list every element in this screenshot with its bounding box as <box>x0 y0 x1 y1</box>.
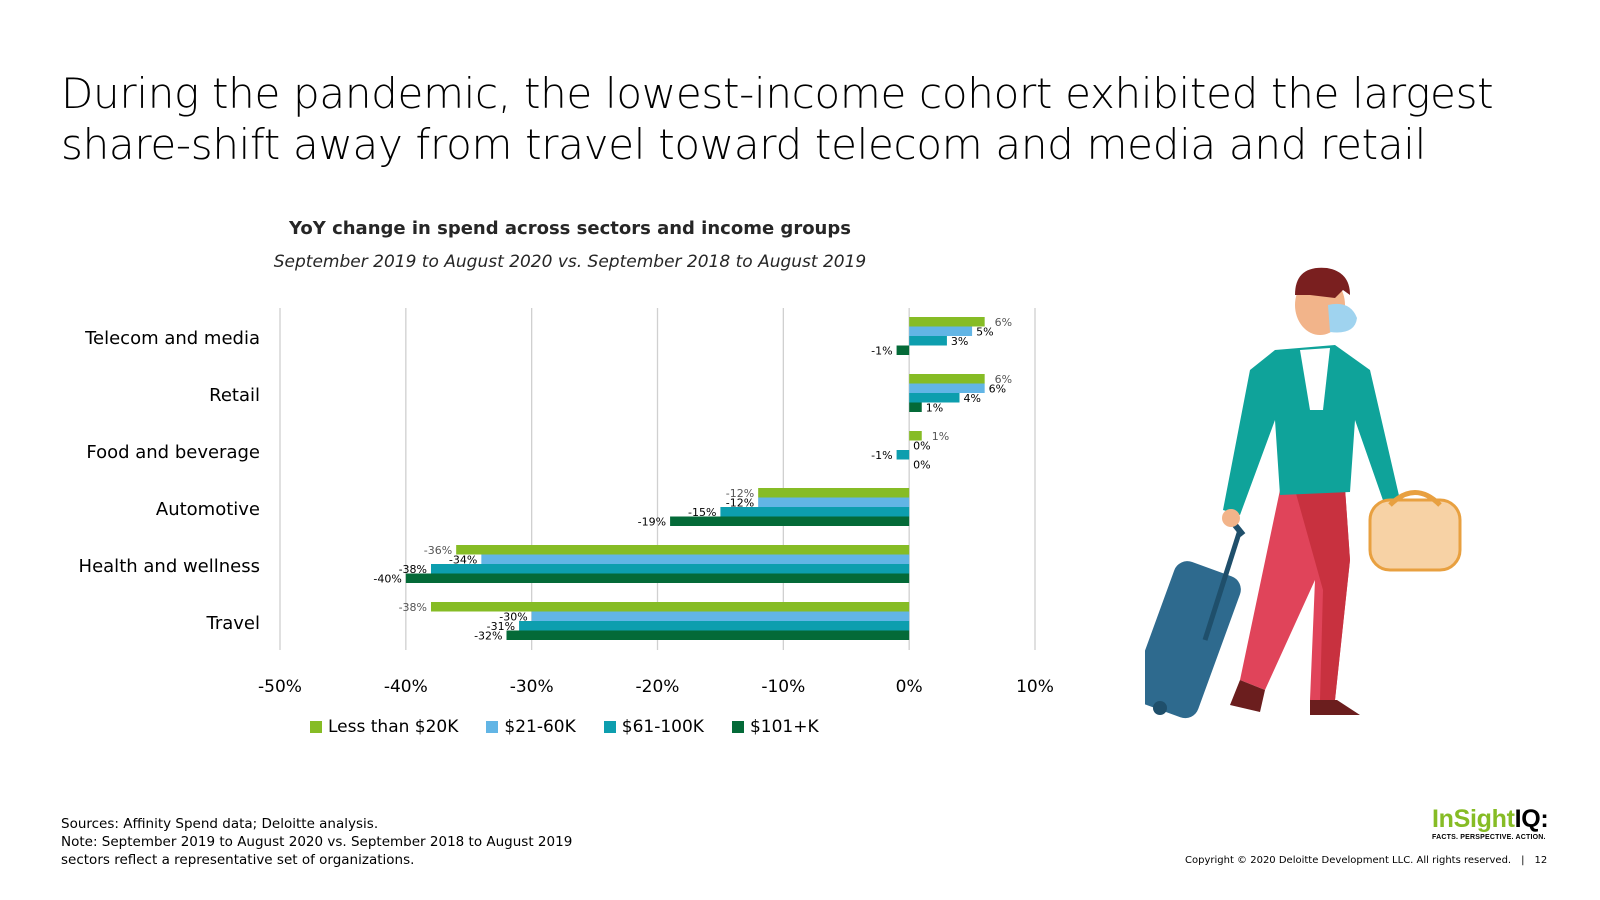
copyright-text: Copyright © 2020 Deloitte Development LL… <box>1185 855 1512 866</box>
legend-item-101k-plus: $101+K <box>731 717 819 737</box>
data-label: -30% <box>499 611 527 624</box>
bar <box>909 393 960 403</box>
page-title: During the pandemic, the lowest-income c… <box>61 68 1531 170</box>
data-label: -31% <box>487 620 515 633</box>
data-label: -12% <box>726 487 754 500</box>
bar <box>506 630 910 640</box>
data-label: 0% <box>913 440 930 453</box>
data-label: 3% <box>951 335 968 348</box>
category-label: Telecom and media <box>84 328 260 349</box>
legend-swatch <box>486 721 499 733</box>
legend-label: Less than $20K <box>328 717 459 737</box>
data-label: 6% <box>995 316 1012 329</box>
bar <box>758 497 910 507</box>
bar <box>909 317 985 327</box>
category-label: Retail <box>209 385 260 406</box>
chart-subtitle: September 2019 to August 2020 vs. Septem… <box>273 252 867 272</box>
page-title-line-2: share-shift away from travel toward tele… <box>61 120 1427 169</box>
sources-line: Sources: Affinity Spend data; Deloitte a… <box>61 816 379 832</box>
legend-item-61-100k: $61-100K <box>603 717 704 737</box>
note-line: sectors reflect a representative set of … <box>61 852 415 868</box>
data-label: -38% <box>399 601 427 614</box>
chart-title: YoY change in spend across sectors and i… <box>289 218 851 239</box>
logo-tagline: FACTS. PERSPECTIVE. ACTION. <box>1432 834 1546 841</box>
legend-label: $101+K <box>749 717 819 737</box>
legend-swatch <box>731 721 744 733</box>
category-label: Travel <box>205 613 260 634</box>
bar <box>405 573 910 583</box>
bar <box>519 621 910 631</box>
data-label: 6% <box>995 373 1012 386</box>
x-tick-label: 10% <box>1016 677 1054 697</box>
bar <box>909 326 973 336</box>
data-label: 5% <box>976 326 993 339</box>
chart-legend: Less than $20K $21-60K $61-100K $101+K <box>310 717 819 737</box>
data-label: 1% <box>932 430 949 443</box>
bar <box>531 611 910 621</box>
x-tick-label: -40% <box>384 677 428 697</box>
x-tick-label: -20% <box>636 677 680 697</box>
bar <box>670 516 910 526</box>
legend-label: $61-100K <box>621 717 704 737</box>
x-tick-label: -10% <box>761 677 805 697</box>
bar <box>909 402 922 412</box>
bar <box>896 345 910 355</box>
x-tick-label: 0% <box>896 677 923 697</box>
bar <box>909 431 922 441</box>
bar <box>720 507 910 517</box>
category-label: Food and beverage <box>86 442 260 463</box>
data-label: -38% <box>399 563 427 576</box>
data-label: 6% <box>989 383 1006 396</box>
bar <box>758 488 910 498</box>
bar <box>909 336 947 346</box>
bar <box>896 450 910 460</box>
x-tick-label: -30% <box>510 677 554 697</box>
data-label: -34% <box>449 554 477 567</box>
data-label: -40% <box>373 573 401 586</box>
legend-label: $21-60K <box>504 717 576 737</box>
bar <box>456 545 910 555</box>
sources-note: Sources: Affinity Spend data; Deloitte a… <box>61 815 572 869</box>
data-label: -15% <box>688 506 716 519</box>
bar <box>909 374 985 384</box>
data-label: -12% <box>726 497 754 510</box>
legend-item-less-than-20k: Less than $20K <box>310 717 458 737</box>
legend-swatch <box>603 721 616 733</box>
data-label: -32% <box>474 630 502 643</box>
page-title-line-1: During the pandemic, the lowest-income c… <box>61 69 1494 118</box>
footer-separator: | <box>1521 855 1525 866</box>
note-line: Note: September 2019 to August 2020 vs. … <box>61 834 573 850</box>
data-label: -1% <box>871 345 892 358</box>
traveler-with-luggage-icon <box>1145 267 1462 719</box>
bar <box>481 554 910 564</box>
data-label: -1% <box>871 449 892 462</box>
handbag-icon <box>1368 490 1462 572</box>
category-label: Automotive <box>156 499 260 520</box>
page-number: 12 <box>1534 855 1548 866</box>
x-tick-label: -50% <box>258 677 302 697</box>
data-label: 1% <box>926 402 943 415</box>
data-label: -36% <box>424 544 452 557</box>
legend-item-21-60k: $21-60K <box>486 717 576 737</box>
rolling-suitcase-icon <box>1145 523 1246 719</box>
category-label: Health and wellness <box>79 556 260 577</box>
footer: Copyright © 2020 Deloitte Development LL… <box>1185 855 1547 866</box>
bar <box>431 564 910 574</box>
logo-wordmark: InSightIQ: <box>1432 805 1549 833</box>
data-label: 4% <box>964 392 981 405</box>
bar-chart: -50% -40% -30% -20% -10% 0% 10% Telecom and med… <box>79 308 1054 697</box>
insightiq-logo: InSightIQ: FACTS. PERSPECTIVE. ACTION. <box>1432 805 1562 841</box>
legend-swatch <box>310 721 322 733</box>
data-label: -19% <box>638 516 666 529</box>
data-label: 0% <box>913 459 930 472</box>
bar <box>909 383 985 393</box>
bar <box>431 602 910 612</box>
